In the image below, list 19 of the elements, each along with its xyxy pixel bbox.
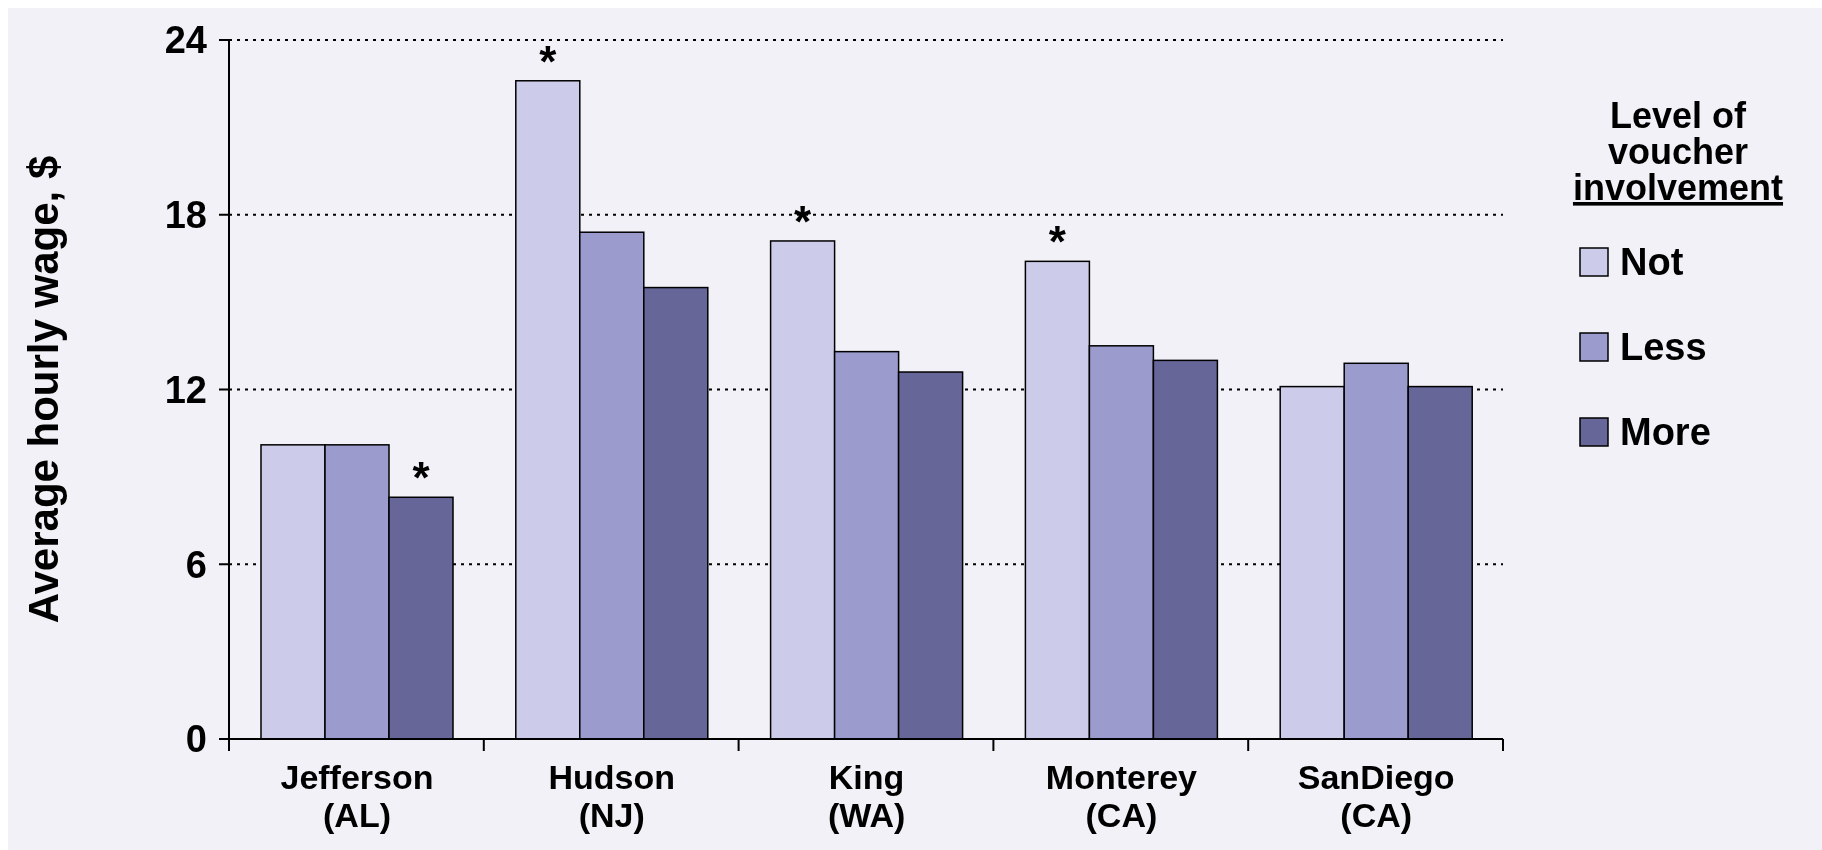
significance-note: *: [794, 196, 812, 246]
significance-note: *: [412, 453, 430, 503]
legend-title: Level of voucher involvement: [1572, 95, 1784, 208]
y-axis-title: Average hourly wage, $: [20, 155, 67, 624]
x-tick-label: King (WA): [827, 758, 906, 834]
significance-note: *: [539, 36, 557, 86]
legend-label: Less: [1620, 326, 1707, 369]
significance-note: *: [1048, 217, 1066, 267]
legend-label: More: [1620, 411, 1711, 454]
x-tick-label: Jefferson (AL): [280, 758, 434, 834]
y-tick-label: 6: [185, 543, 207, 586]
y-tick-label: 18: [164, 194, 207, 237]
x-tick-label: SanDiego (CA): [1297, 758, 1455, 834]
y-tick-label: 0: [185, 718, 207, 761]
y-tick-label: 24: [164, 19, 207, 62]
x-tick-label: Monterey (CA): [1045, 758, 1198, 834]
legend-label: Not: [1620, 241, 1684, 284]
y-tick-label: 12: [164, 368, 207, 411]
x-tick-label: Hudson (NJ): [548, 758, 676, 834]
